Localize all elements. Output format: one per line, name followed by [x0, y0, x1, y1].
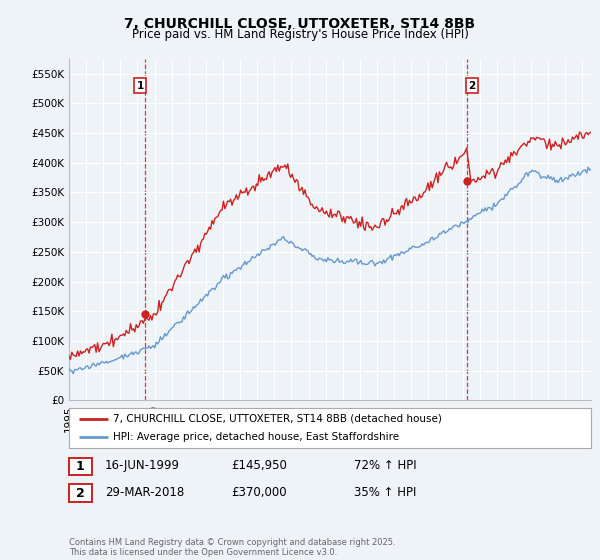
- Text: 2: 2: [76, 487, 85, 500]
- Text: £370,000: £370,000: [231, 486, 287, 500]
- Text: 35% ↑ HPI: 35% ↑ HPI: [354, 486, 416, 500]
- Text: 7, CHURCHILL CLOSE, UTTOXETER, ST14 8BB (detached house): 7, CHURCHILL CLOSE, UTTOXETER, ST14 8BB …: [113, 414, 442, 423]
- Text: Price paid vs. HM Land Registry's House Price Index (HPI): Price paid vs. HM Land Registry's House …: [131, 28, 469, 41]
- Text: 16-JUN-1999: 16-JUN-1999: [105, 459, 180, 473]
- Text: 2: 2: [468, 81, 476, 91]
- Text: 1: 1: [137, 81, 144, 91]
- Text: 7, CHURCHILL CLOSE, UTTOXETER, ST14 8BB: 7, CHURCHILL CLOSE, UTTOXETER, ST14 8BB: [124, 17, 476, 31]
- Text: 1: 1: [76, 460, 85, 473]
- Text: 29-MAR-2018: 29-MAR-2018: [105, 486, 184, 500]
- Text: 72% ↑ HPI: 72% ↑ HPI: [354, 459, 416, 473]
- Text: Contains HM Land Registry data © Crown copyright and database right 2025.
This d: Contains HM Land Registry data © Crown c…: [69, 538, 395, 557]
- Text: £145,950: £145,950: [231, 459, 287, 473]
- Text: HPI: Average price, detached house, East Staffordshire: HPI: Average price, detached house, East…: [113, 432, 400, 442]
